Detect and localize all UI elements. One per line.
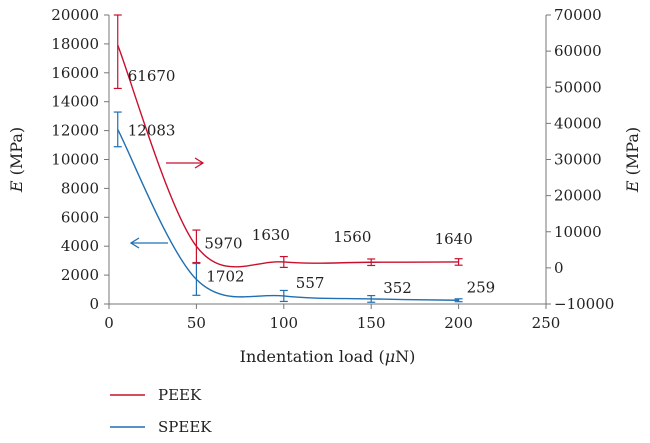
y-left-tick-label: 18000 — [51, 35, 99, 53]
y-left-tick-label: 14000 — [51, 93, 99, 111]
y-left-tick-label: 4000 — [61, 237, 99, 255]
y-left-tick-label: 16000 — [51, 64, 99, 82]
y-right-tick-label: 70000 — [554, 6, 602, 24]
y-left-tick-label: 12000 — [51, 122, 99, 140]
legend-label-peek: PEEK — [158, 386, 202, 404]
speek-data-label: 259 — [467, 278, 496, 296]
peek-data-label: 5970 — [204, 234, 242, 252]
x-tick-label: 150 — [357, 314, 386, 332]
peek-error-bar — [113, 14, 122, 90]
speek-data-label: 1702 — [206, 267, 244, 285]
arrow-head — [194, 157, 205, 169]
arrow-head — [129, 237, 140, 249]
peek-error-bar — [367, 258, 376, 267]
legend-item-peek: PEEK — [110, 386, 202, 404]
legend-label-speek: SPEEK — [158, 418, 212, 436]
peek-data-label: 1640 — [435, 230, 473, 248]
x-tick-label: 50 — [187, 314, 206, 332]
peek-error-bar — [454, 258, 463, 266]
x-tick-label: 100 — [269, 314, 298, 332]
y-axis-right-title-symbol: E — [623, 180, 642, 193]
y-axis-right-title: E (MPa) — [623, 127, 642, 193]
y-axis-left-title-symbol: E — [7, 180, 26, 193]
x-axis-title-unit: μ — [385, 347, 395, 366]
peek-axis-arrow — [166, 157, 205, 169]
y-right-tick-label: 0 — [554, 259, 564, 277]
y-right-tick-label: 30000 — [554, 151, 602, 169]
speek-error-bar — [367, 294, 376, 303]
peek-data-label: 1560 — [333, 228, 371, 246]
y-left-tick-label: 2000 — [61, 266, 99, 284]
speek-data-label: 352 — [383, 279, 412, 297]
speek-error-bar — [113, 111, 122, 148]
x-tick-label: 200 — [444, 314, 473, 332]
y-left-tick-label: 8000 — [61, 179, 99, 197]
x-axis-title-prefix: Indentation load ( — [240, 347, 385, 366]
speek-axis-arrow — [129, 237, 168, 249]
x-axis-title: Indentation load (μN) — [240, 347, 416, 366]
speek-error-bar — [279, 289, 288, 303]
speek-data-label: 12083 — [128, 121, 176, 139]
y-right-tick-label: 40000 — [554, 114, 602, 132]
speek-data-label: 557 — [296, 274, 325, 292]
peek-series-line — [117, 44, 459, 268]
y-right-tick-label: −10000 — [554, 295, 614, 313]
x-axis-title-suffix: N) — [395, 347, 415, 366]
y-left-tick-label: 6000 — [61, 208, 99, 226]
legend-item-speek: SPEEK — [110, 418, 212, 436]
y-left-tick-label: 10000 — [51, 151, 99, 169]
y-axis-left-title: E (MPa) — [7, 127, 26, 193]
y-left-tick-label: 20000 — [51, 6, 99, 24]
y-right-tick-label: 50000 — [554, 78, 602, 96]
y-left-tick-label: 0 — [89, 295, 99, 313]
x-tick-label: 250 — [532, 314, 561, 332]
peek-error-bar — [192, 229, 201, 264]
peek-data-label: 1630 — [252, 226, 290, 244]
y-axis-right-title-unit: (MPa) — [623, 127, 642, 181]
y-right-tick-label: 10000 — [554, 223, 602, 241]
x-tick-label: 0 — [104, 314, 114, 332]
speek-series-line — [117, 129, 459, 301]
peek-data-label: 61670 — [128, 67, 176, 85]
y-axis-left-title-unit: (MPa) — [7, 127, 26, 181]
speek-error-bar — [192, 262, 201, 296]
y-right-tick-label: 60000 — [554, 42, 602, 60]
y-right-tick-label: 20000 — [554, 187, 602, 205]
peek-error-bar — [279, 255, 288, 269]
speek-error-bar — [454, 298, 463, 303]
